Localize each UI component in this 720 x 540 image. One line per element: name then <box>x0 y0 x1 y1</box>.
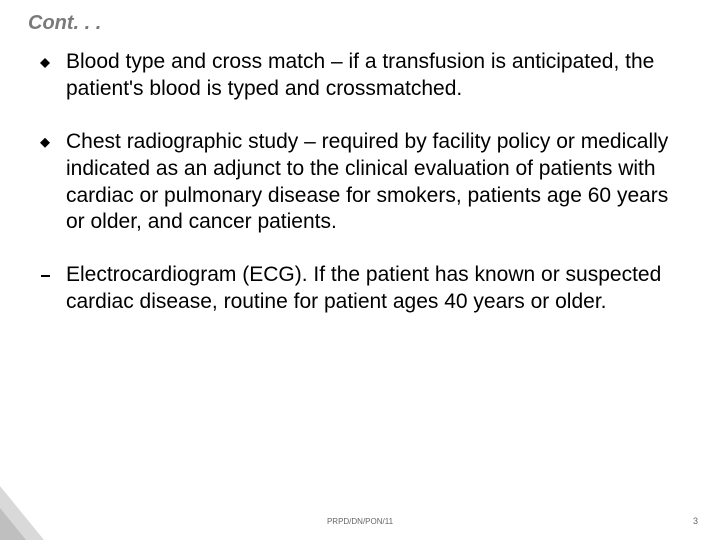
footer-reference: PRPD/DN/PON/11 <box>327 517 393 526</box>
bullet-list: Blood type and cross match – if a transf… <box>28 49 692 316</box>
slide-title: Cont. . . <box>28 12 692 35</box>
page-number: 3 <box>693 516 698 526</box>
bullet-item: Electrocardiogram (ECG). If the patient … <box>50 262 692 316</box>
slide-container: Cont. . . Blood type and cross match – i… <box>0 0 720 540</box>
bullet-item: Blood type and cross match – if a transf… <box>50 49 692 103</box>
bullet-item: Chest radiographic study – required by f… <box>50 129 692 237</box>
corner-decoration <box>0 486 44 540</box>
